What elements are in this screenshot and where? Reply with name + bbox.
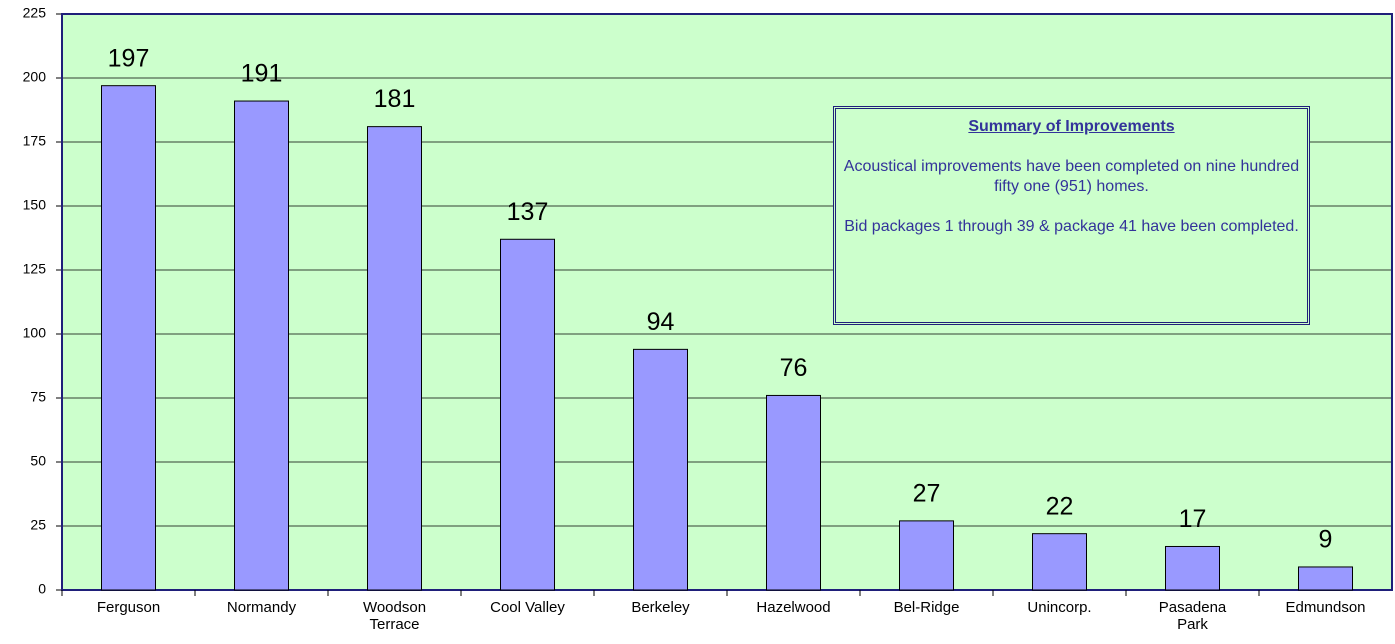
- y-tick-label: 150: [23, 197, 47, 213]
- data-label: 137: [507, 198, 549, 226]
- data-label: 27: [913, 479, 941, 507]
- annotation-box: Summary of Improvements Acoustical impro…: [833, 106, 1310, 325]
- data-label: 181: [374, 85, 416, 113]
- bar: [500, 238, 555, 591]
- y-tick-label: 25: [30, 517, 46, 533]
- data-label: 9: [1319, 526, 1333, 554]
- x-tick-label: Edmundson: [1285, 599, 1366, 616]
- y-tick-label: 200: [23, 69, 47, 85]
- x-tick-label: Cool Valley: [490, 599, 565, 616]
- annotation-text: Bid packages 1 through 39 & package 41 h…: [844, 218, 1299, 235]
- x-tick-label: Hazelwood: [756, 599, 831, 616]
- annotation-text: Acoustical improvements have been comple…: [843, 158, 1300, 195]
- y-tick-label: 100: [23, 325, 47, 341]
- data-label: 94: [647, 308, 675, 336]
- data-label: 76: [780, 354, 808, 382]
- bar: [633, 348, 688, 591]
- x-tick-label: Berkeley: [631, 599, 690, 616]
- data-label: 22: [1046, 492, 1074, 520]
- bar: [367, 126, 422, 591]
- y-tick-label: 0: [38, 581, 46, 597]
- data-label: 191: [241, 60, 283, 88]
- x-tick-label: Unincorp.: [1027, 599, 1092, 616]
- x-tick-label: Ferguson: [96, 599, 161, 616]
- bar: [101, 85, 156, 591]
- x-tick-label: Bel-Ridge: [893, 599, 960, 616]
- bar: [766, 394, 821, 591]
- y-tick-label: 50: [30, 453, 46, 469]
- bar: [1165, 545, 1220, 591]
- x-tick-label: Pasadena Park: [1158, 599, 1227, 633]
- x-tick-label: Normandy: [226, 599, 297, 616]
- x-tick-label: Woodson Terrace: [362, 599, 427, 633]
- bar: [899, 520, 954, 591]
- bar: [1032, 533, 1087, 591]
- data-label: 17: [1179, 505, 1207, 533]
- data-label: 197: [108, 44, 150, 72]
- y-tick-label: 75: [30, 389, 46, 405]
- bar: [234, 100, 289, 591]
- y-tick-label: 125: [23, 261, 47, 277]
- y-tick-label: 175: [23, 133, 47, 149]
- bar: [1298, 566, 1353, 591]
- annotation-title: Summary of Improvements: [968, 118, 1175, 135]
- y-tick-label: 225: [23, 5, 47, 21]
